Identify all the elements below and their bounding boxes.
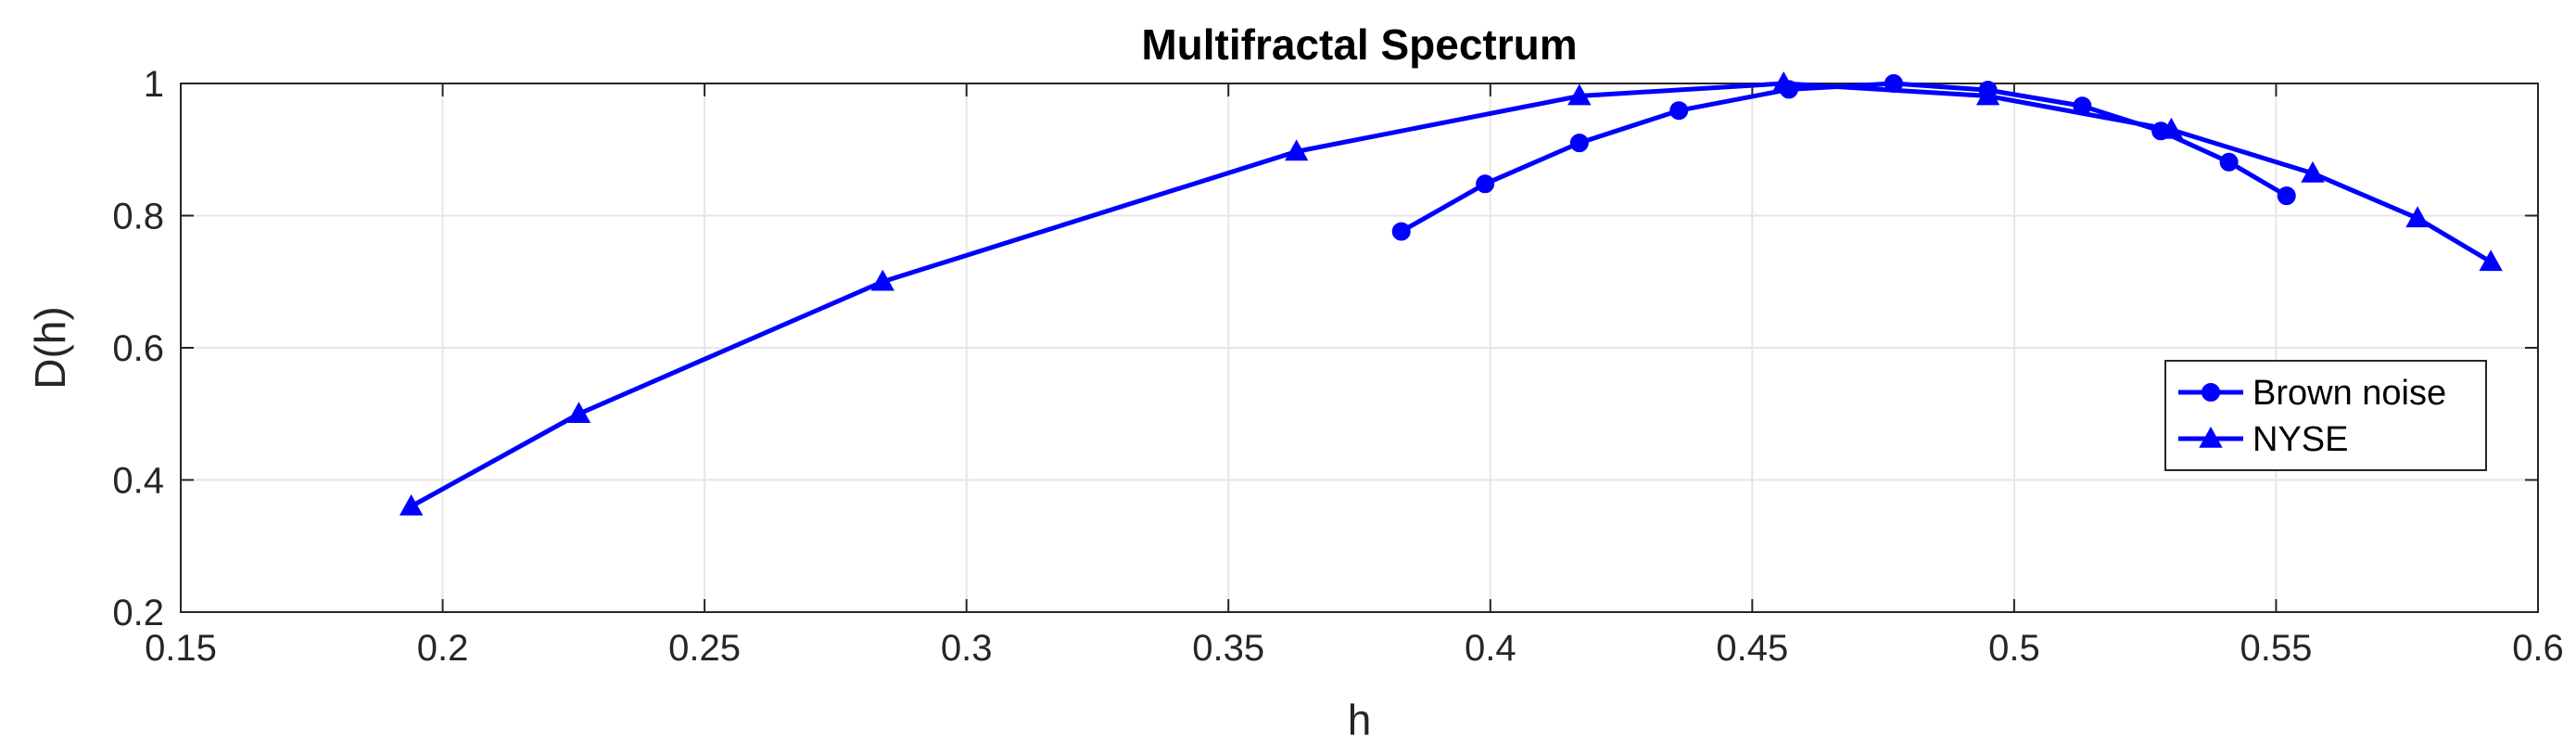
- x-axis-label: h: [1348, 696, 1372, 744]
- legend-entry-brown-noise: Brown noise: [2178, 374, 2446, 413]
- data-point-nyse: [1567, 83, 1592, 106]
- x-tick-label: 0.4: [1465, 628, 1516, 669]
- y-tick-label: 0.2: [112, 593, 164, 633]
- y-tick-label: 0.4: [112, 461, 164, 502]
- x-tick-label: 0.2: [417, 628, 469, 669]
- y-tick-label: 0.8: [112, 197, 164, 237]
- x-tick-label: 0.55: [2240, 628, 2313, 669]
- legend-label: Brown noise: [2252, 374, 2446, 413]
- data-point-nyse: [2301, 160, 2325, 183]
- axis-ticks: 0.15 0.2 0.25 0.3 0.35 0.4 0.45 0.5 0.55 0.60.20.…: [112, 64, 2563, 669]
- y-tick-label: 0.6: [112, 328, 164, 369]
- data-point-nyse: [399, 493, 424, 516]
- legend-label: NYSE: [2252, 420, 2348, 459]
- data-point-brown-noise: [2219, 152, 2239, 172]
- data-point-nyse: [2479, 249, 2503, 272]
- legend-marker: [2199, 426, 2223, 448]
- chart-title: Multifractal Spectrum: [1141, 20, 1577, 69]
- data-point-nyse: [2159, 117, 2184, 139]
- legend-entry-nyse: NYSE: [2178, 420, 2348, 459]
- data-point-brown-noise: [1476, 174, 1495, 194]
- x-tick-label: 0.25: [668, 628, 741, 669]
- y-axis-label: D(h): [26, 306, 74, 389]
- data-series: [399, 70, 2503, 516]
- x-tick-label: 0.3: [941, 628, 993, 669]
- y-tick-label: 1: [144, 64, 164, 105]
- data-point-nyse: [566, 402, 591, 424]
- x-tick-label: 0.5: [1988, 628, 2040, 669]
- data-point-brown-noise: [1391, 222, 1411, 241]
- data-point-nyse: [870, 269, 895, 291]
- legend-box: [2164, 360, 2487, 471]
- x-tick-label: 0.15: [145, 628, 217, 669]
- data-point-brown-noise: [1669, 101, 1689, 121]
- data-point-nyse: [1771, 70, 1796, 93]
- x-tick-label: 0.6: [2512, 628, 2564, 669]
- data-point-nyse: [2405, 206, 2430, 228]
- legend: Brown noise NYSE: [2164, 360, 2487, 471]
- series-nyse: [399, 70, 2503, 516]
- data-point-brown-noise: [1569, 134, 1589, 153]
- data-point-brown-noise: [2277, 186, 2296, 206]
- x-tick-label: 0.45: [1716, 628, 1788, 669]
- data-point-nyse: [1975, 83, 2000, 106]
- legend-marker: [2202, 383, 2220, 402]
- x-tick-label: 0.35: [1192, 628, 1264, 669]
- data-point-nyse: [1284, 139, 1309, 161]
